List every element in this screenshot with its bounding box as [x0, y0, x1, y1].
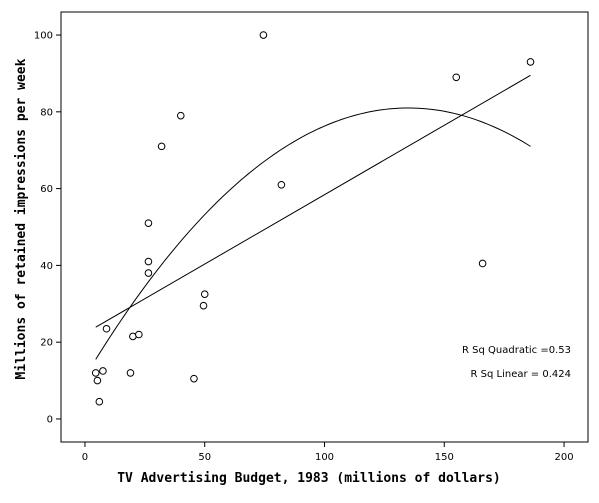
data-point: [126, 369, 135, 377]
x-tick-label: 150: [435, 452, 454, 463]
x-tick-label: 0: [82, 452, 88, 463]
r-sq-linear-label: R Sq Linear = 0.424: [471, 369, 571, 380]
data-point: [452, 73, 461, 82]
data-point: [200, 290, 209, 298]
y-axis-ticks: 0 20 40 60 80 100: [34, 31, 61, 425]
data-point: [199, 301, 208, 310]
y-tick-label: 20: [40, 338, 53, 349]
data-point: [176, 111, 185, 120]
y-tick-label: 60: [40, 184, 53, 195]
linear-fit-line: [95, 74, 531, 328]
data-point: [95, 397, 104, 406]
y-tick-label: 0: [47, 414, 53, 425]
data-point: [144, 269, 153, 277]
y-tick-label: 80: [40, 107, 53, 118]
data-point: [478, 259, 487, 268]
data-point: [93, 376, 102, 385]
data-point: [91, 369, 100, 377]
y-tick-label: 100: [34, 31, 53, 42]
data-point: [135, 330, 143, 339]
r-sq-quadratic-label: R Sq Quadratic =0.53: [462, 345, 571, 356]
data-point: [277, 180, 286, 189]
data-point: [526, 58, 535, 66]
x-tick-label: 50: [198, 452, 211, 463]
x-axis-title: TV Advertising Budget, 1983 (millions of…: [117, 471, 501, 486]
fit-lines: [95, 74, 531, 360]
quadratic-fit-curve: [95, 107, 531, 360]
data-point: [190, 374, 198, 383]
data-point: [144, 257, 153, 266]
data-point: [102, 324, 111, 333]
x-tick-label: 200: [554, 452, 573, 463]
data-point: [144, 219, 153, 227]
y-axis-title: Millions of retained impressions per wee…: [14, 58, 29, 379]
x-tick-label: 100: [315, 452, 334, 463]
annotations: R Sq Quadratic =0.53 R Sq Linear = 0.424: [462, 345, 571, 380]
data-point: [157, 142, 166, 151]
data-points: [91, 31, 535, 406]
x-axis-ticks: 0 50 100 150 200: [82, 442, 574, 463]
data-point: [99, 367, 107, 375]
y-tick-label: 40: [40, 261, 53, 272]
data-point: [259, 31, 268, 39]
